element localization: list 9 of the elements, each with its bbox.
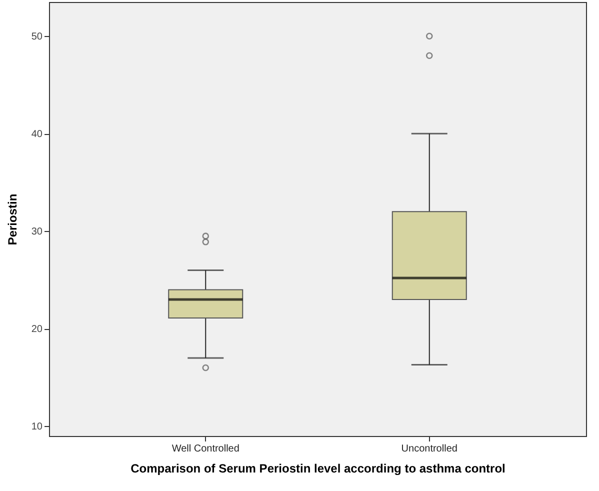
x-tick-label: Uncontrolled	[401, 444, 458, 454]
y-tick-label: 50	[31, 32, 43, 43]
y-tick-label: 30	[31, 226, 43, 238]
y-tick-label: 20	[31, 324, 43, 336]
y-tick-label: 40	[31, 129, 43, 140]
y-axis-title: Periostin	[5, 194, 20, 246]
x-tick-label: Well Controlled	[172, 444, 240, 454]
y-tick-label: 10	[31, 422, 43, 433]
x-axis-title: Comparison of Serum Periostin level according to asthma control	[130, 462, 506, 476]
